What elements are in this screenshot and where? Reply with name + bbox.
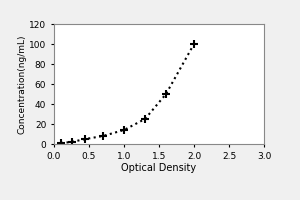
X-axis label: Optical Density: Optical Density [122,163,196,173]
Y-axis label: Concentration(ng/mL): Concentration(ng/mL) [17,34,26,134]
